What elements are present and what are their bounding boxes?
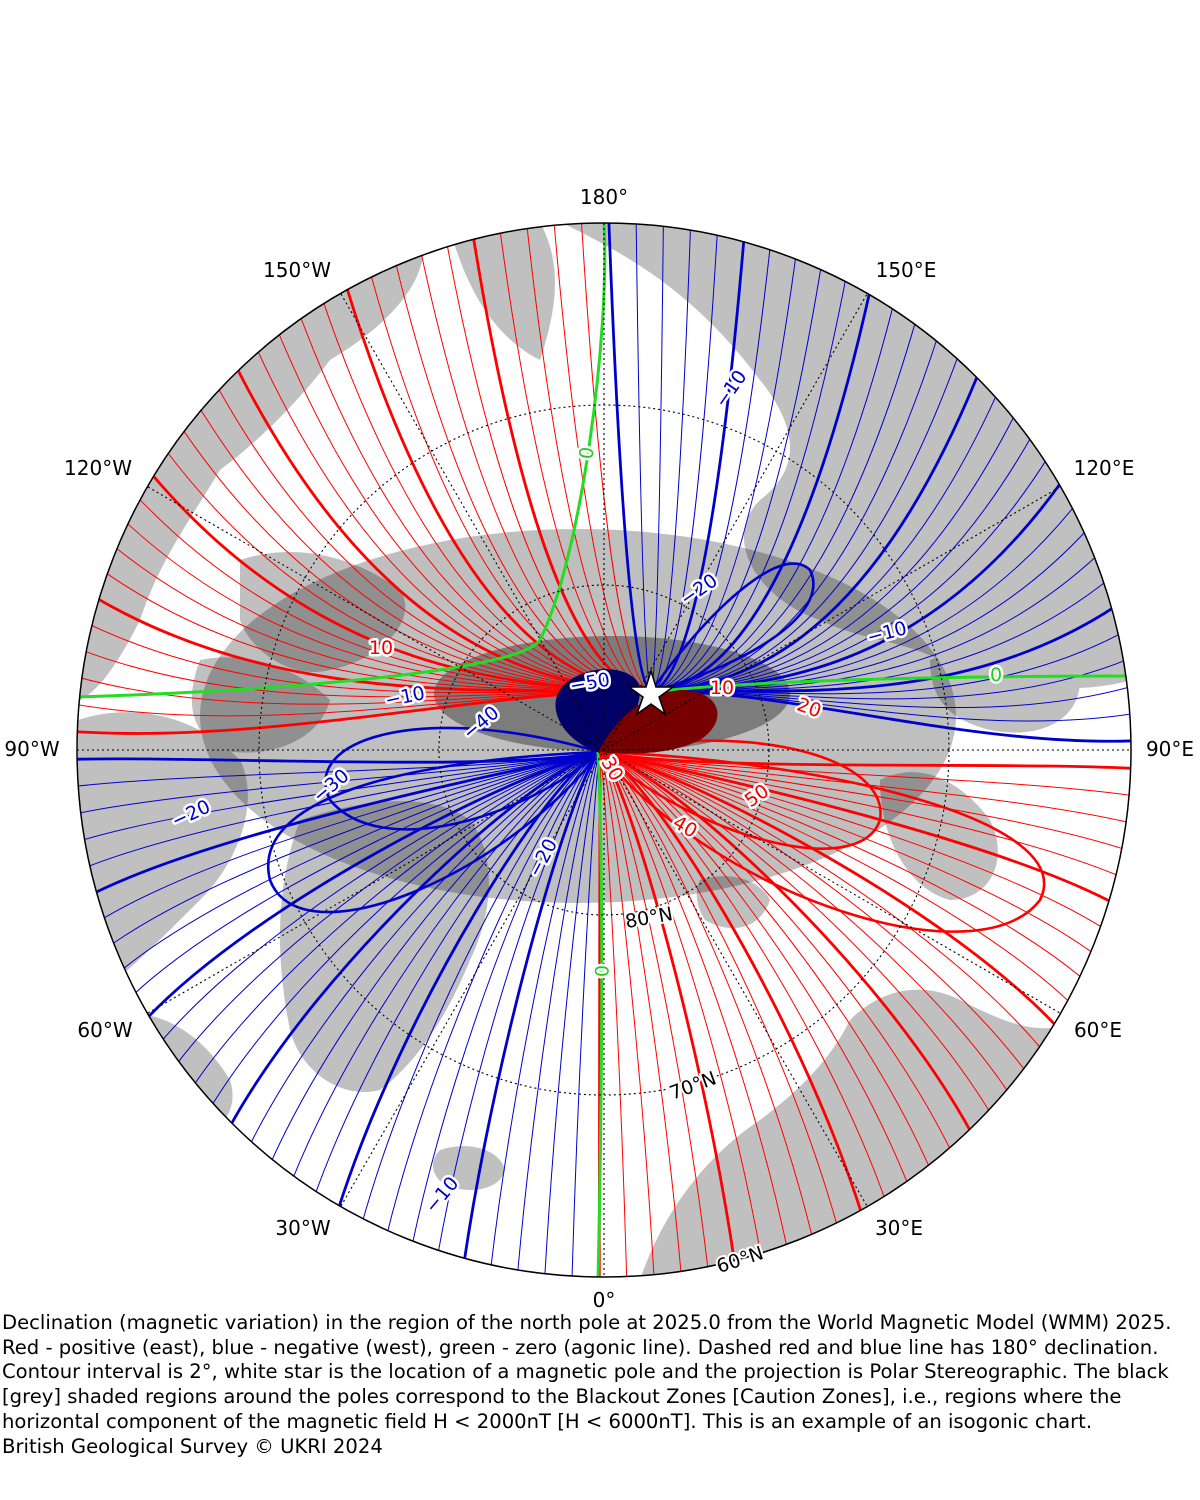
map-boundary-60n (76, 222, 1132, 1278)
contour-line (599, 750, 1116, 905)
contour-line (650, 631, 1125, 695)
agonic-line (650, 674, 1131, 694)
contour-line (650, 243, 771, 693)
contour-line (544, 751, 601, 1277)
lon-label-60w: 60°W (77, 1018, 132, 1042)
contour-line (119, 751, 601, 973)
declination-contours (77, 223, 1131, 1277)
contour-line (516, 751, 601, 1276)
contour-line (599, 751, 814, 1241)
magnetic-pole-star-icon (626, 668, 676, 716)
contour-loop (598, 750, 1046, 933)
contour-line (650, 302, 895, 693)
contour-line (143, 750, 601, 1022)
contour-line (599, 751, 763, 1260)
contour-line (599, 751, 839, 1230)
lon-label-180: 180° (580, 185, 628, 209)
contour-line (599, 751, 953, 1154)
contour-label-0-top: 0 (575, 445, 598, 460)
contour-line (599, 751, 932, 1172)
contour-loop (649, 562, 815, 694)
contour-label-0-right: 0 (990, 664, 1002, 686)
contour-line (571, 751, 601, 1277)
contour-line (248, 751, 601, 1148)
agonic-line (77, 223, 607, 699)
contour-line (599, 751, 655, 1277)
contour-line (650, 288, 872, 694)
caption-text: Declination (magnetic variation) in the … (2, 1311, 1172, 1433)
contour-line (191, 751, 601, 1089)
contour-line (437, 751, 601, 1257)
agonic-line (596, 751, 604, 1277)
contour-line (599, 750, 1131, 770)
figure-caption: Declination (magnetic variation) in the … (2, 1311, 1198, 1459)
contour-line (291, 751, 601, 1182)
meridian-60w-120e (147, 486, 1061, 1014)
contour-line (131, 751, 601, 997)
contour-line (599, 751, 1128, 851)
contour-line (650, 690, 1131, 743)
contour-line (227, 750, 601, 1130)
lon-label-120e: 120°E (1074, 456, 1135, 480)
contour-line (77, 751, 601, 815)
contour-line (599, 751, 709, 1273)
graticule (77, 223, 1131, 1277)
contour-line (599, 750, 1060, 1030)
lon-label-30w: 30°W (275, 1216, 330, 1240)
lon-label-90e: 90°E (1146, 737, 1194, 761)
contour-line (174, 751, 601, 1067)
lon-label-150w: 150°W (263, 258, 331, 282)
positive-pole-mass (598, 690, 718, 754)
contour-line (84, 751, 601, 869)
contour-line (599, 751, 1011, 1096)
contour-line (77, 750, 601, 764)
contour-line (650, 229, 718, 693)
lon-label-90w: 90°W (4, 737, 59, 761)
contour-line (599, 750, 737, 1267)
lon-label-0: 0° (593, 1288, 616, 1312)
contour-line (599, 751, 1107, 931)
contour-line (90, 750, 601, 896)
contour-line (599, 751, 1044, 1052)
contour-line (462, 750, 601, 1265)
contour-line (599, 751, 628, 1277)
contour-line (599, 751, 1097, 956)
contour-line (599, 751, 910, 1188)
contour-line (490, 751, 601, 1271)
contour-line (580, 223, 652, 693)
contour-loop (324, 726, 601, 831)
contour-loop (266, 750, 602, 914)
contour-loop (599, 739, 882, 850)
contour-line (553, 223, 652, 693)
contour-line (650, 235, 746, 694)
lon-label-30e: 30°E (875, 1216, 923, 1240)
contour-line (599, 751, 887, 1203)
contour-line (599, 751, 1086, 981)
lon-label-150e: 150°E (876, 258, 937, 282)
contour-label-0-bottom: 0 (590, 965, 612, 977)
contour-line (599, 751, 682, 1277)
caption-credit: British Geological Survey © UKRI 2024 (2, 1434, 383, 1458)
lon-label-60e: 60°E (1074, 1018, 1122, 1042)
contour-line (650, 318, 917, 693)
contour-line (599, 751, 1131, 797)
lon-label-120w: 120°W (64, 456, 132, 480)
contour-line (209, 751, 601, 1109)
contour-line (361, 751, 601, 1225)
contour-line (599, 751, 1028, 1074)
contour-line (385, 751, 601, 1237)
contour-label-10-left: 10 (369, 637, 393, 659)
contour-label-10-right: 10 (710, 677, 734, 699)
